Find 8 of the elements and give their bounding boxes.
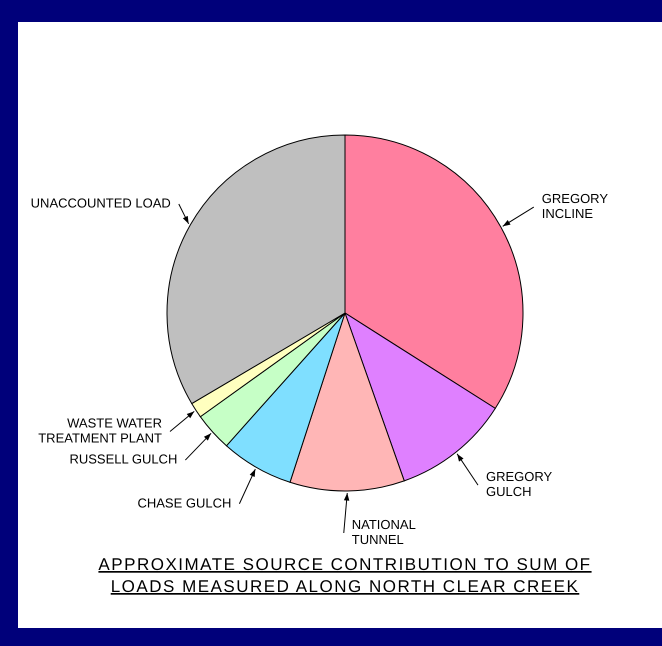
slice-label: RUSSELL GULCH <box>69 452 178 467</box>
slice-label: CHASE GULCH <box>137 495 232 510</box>
text: APPROXIMATE SOURCE CONTRIBUTION TO SUM OF LOADS MEASURED ALONG NORTH CLEAR CREEK <box>98 555 592 596</box>
slice-label: GREGORY INCLINE <box>542 191 608 222</box>
slice-label: GREGORY GULCH <box>486 469 553 500</box>
slice-label: UNACCOUNTED LOAD <box>30 196 171 210</box>
slice-label: NATIONAL TUNNEL <box>352 516 416 547</box>
slice-label: WASTE WATER TREATMENT PLANT <box>38 416 162 446</box>
